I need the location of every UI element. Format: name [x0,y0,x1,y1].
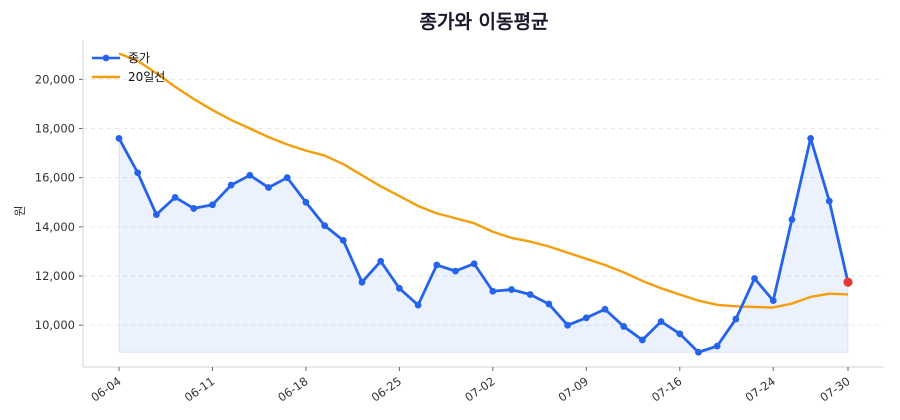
close-point [825,197,833,205]
close-point [695,348,702,356]
x-tick-label: 07-16 [649,374,684,405]
y-tick-labels: 10,000 12,000 14,000 16,000 18,000 20,000 [35,72,75,332]
x-tick-label: 06-11 [182,374,217,405]
x-tick-label: 07-02 [462,374,497,405]
x-tick-label: 07-24 [743,374,778,405]
y-tick-label: 10,000 [35,318,75,332]
close-point [582,314,590,322]
y-tick-label: 14,000 [35,220,75,234]
close-point [227,181,235,189]
close-point [620,323,628,330]
close-point [601,305,609,313]
axes [79,40,884,371]
plot-area [115,52,853,356]
close-point [321,222,329,230]
x-tick-label: 06-04 [88,374,123,405]
close-point [209,201,216,209]
close-point [489,287,497,295]
series-close-line [117,136,850,354]
close-point [470,260,478,268]
close-point [508,286,515,293]
close-point [302,198,310,206]
series-ma20-line [118,52,849,309]
close-point [564,321,572,329]
close-point [339,236,347,244]
close-point [638,336,646,344]
close-point [358,278,366,286]
close-point [657,318,665,325]
close-point [676,330,684,338]
close-point [713,342,721,350]
y-tick-label: 16,000 [35,171,75,185]
close-point [152,211,160,218]
x-tick-label: 07-09 [556,374,591,405]
legend-label-close: 종가 [128,51,150,65]
legend-marker-close [102,54,110,62]
y-axis-label: 원 [13,205,27,216]
close-point [788,216,796,223]
close-point [807,134,815,142]
y-tick-label: 12,000 [35,269,75,283]
close-point [190,205,198,212]
close-point [134,169,142,177]
close-point [115,134,123,142]
close-point [171,193,179,201]
close-point [265,184,272,191]
close-point [732,315,740,323]
close-point [545,300,553,308]
close-point [377,257,385,265]
x-tick-label: 06-25 [369,374,404,405]
close-point [526,291,534,298]
legend: 종가 20일선 [92,51,165,84]
close-point [769,297,777,305]
close-point [433,261,441,269]
close-point [246,171,254,179]
legend-label-ma20: 20일선 [128,70,165,84]
close-point [751,275,758,282]
y-tick-label: 20,000 [35,72,75,86]
close-point [395,284,403,292]
x-tick-label: 07-30 [817,374,852,405]
x-tick-label: 06-18 [275,374,310,405]
close-point [283,174,291,182]
chart-title: 종가와 이동평균 [420,11,549,33]
close-point [414,301,422,309]
close-point [452,267,459,275]
x-tick-labels: 06-04 06-11 06-18 06-25 07-02 07-09 07-16 07-24… [88,374,852,405]
close-last-point [843,277,853,287]
y-tick-label: 18,000 [35,122,75,136]
